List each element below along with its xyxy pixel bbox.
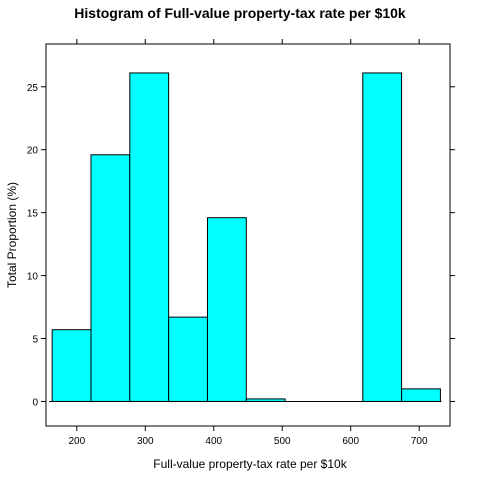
histogram-bar-2 [90,154,131,402]
y-tick-label-10: 10 [27,272,39,283]
axes-layer: 200 300 400 500 600 700 0 5 10 15 20 25 [27,39,455,447]
bars-layer [49,72,442,402]
x-axis-label: Full-value property-tax rate per $10k [153,457,347,471]
y-axis-label: Total Proportion (%) [5,182,19,288]
histogram-bar-6 [245,398,286,402]
histogram-bar-5 [206,217,247,402]
y-tick-label-5: 5 [32,335,38,346]
plot-frame [45,43,451,427]
x-tick-label-600: 600 [342,436,359,447]
histogram-bar-3 [129,72,170,402]
y-tick-label-15: 15 [27,209,39,220]
y-tick-label-0: 0 [32,397,38,408]
y-tick-label-25: 25 [27,83,39,94]
histogram-bar-1 [51,329,92,402]
chart-title: Histogram of Full-value property-tax rat… [74,5,406,21]
x-tick-label-400: 400 [205,436,222,447]
y-tick-label-20: 20 [27,146,39,157]
x-tick-label-700: 700 [411,436,428,447]
histogram-bar-9 [362,72,403,402]
x-tick-label-500: 500 [274,436,291,447]
histogram-bar-4 [168,316,208,402]
x-tick-label-300: 300 [137,436,154,447]
histogram-bar-10 [401,388,441,402]
x-tick-label-200: 200 [68,436,85,447]
